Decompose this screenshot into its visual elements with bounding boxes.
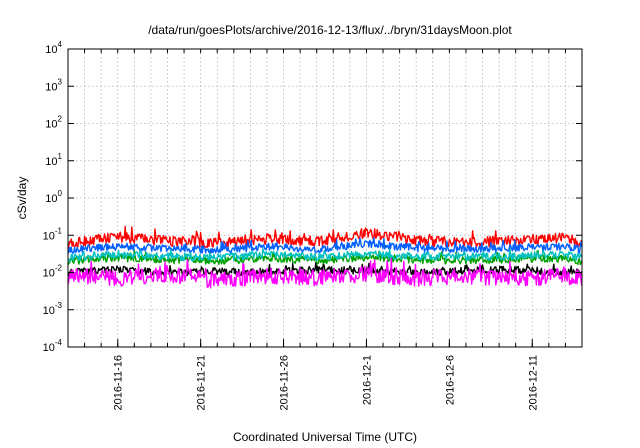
y-tick-exponent: 3 (58, 77, 63, 86)
y-tick-exponent: 1 (58, 152, 63, 161)
y-tick-exponent: 4 (58, 40, 63, 49)
series-layer (67, 225, 583, 289)
y-tick-label: 101 (45, 152, 62, 168)
x-tick-label: 2016-12-11 (527, 355, 539, 410)
series-line-1 (67, 225, 583, 249)
y-tick-label: 102 (45, 115, 62, 131)
y-tick-label: 10-3 (43, 301, 63, 317)
x-tick-label: 2016-11-21 (196, 355, 208, 410)
y-tick-base: 10 (45, 156, 57, 168)
y-axis-label: cSv/day (15, 177, 29, 220)
y-tick-label: 10-4 (43, 338, 63, 354)
x-tick-label: 2016-11-16 (113, 355, 125, 410)
y-tick-base: 10 (43, 230, 55, 242)
y-tick-base: 10 (45, 44, 57, 56)
series-line-4 (67, 247, 583, 262)
series-line-6 (67, 257, 583, 289)
y-tick-exponent: -3 (55, 301, 63, 310)
y-tick-exponent: -2 (55, 264, 63, 273)
y-tick-exponent: 0 (58, 189, 63, 198)
y-tick-label: 103 (45, 77, 62, 93)
y-tick-exponent: 2 (58, 115, 63, 124)
x-axis-label: Coordinated Universal Time (UTC) (233, 430, 417, 444)
y-tick-label: 104 (45, 40, 62, 56)
y-tick-label: 10-1 (43, 226, 63, 242)
y-tick-exponent: -1 (55, 226, 63, 235)
y-tick-base: 10 (43, 342, 55, 354)
y-tick-base: 10 (43, 305, 55, 317)
y-tick-base: 10 (45, 81, 57, 93)
x-tick-label: 2016-12-1 (361, 355, 373, 405)
chart-title: /data/run/goesPlots/archive/2016-12-13/f… (148, 23, 512, 37)
grid (68, 49, 582, 347)
series-line-5 (67, 237, 583, 255)
y-tick-label: 100 (45, 189, 62, 205)
x-tick-label: 2016-12-6 (444, 355, 456, 405)
y-tick-exponent: -4 (55, 338, 63, 347)
y-tick-base: 10 (45, 119, 57, 131)
y-tick-base: 10 (45, 193, 57, 205)
x-tick-label: 2016-11-26 (279, 355, 291, 410)
y-tick-label: 10-2 (43, 264, 63, 280)
y-tick-base: 10 (43, 268, 55, 280)
x-axis: 2016-11-16 2016-11-21 2016-11-26 2016-12-1 2… (84, 49, 566, 410)
